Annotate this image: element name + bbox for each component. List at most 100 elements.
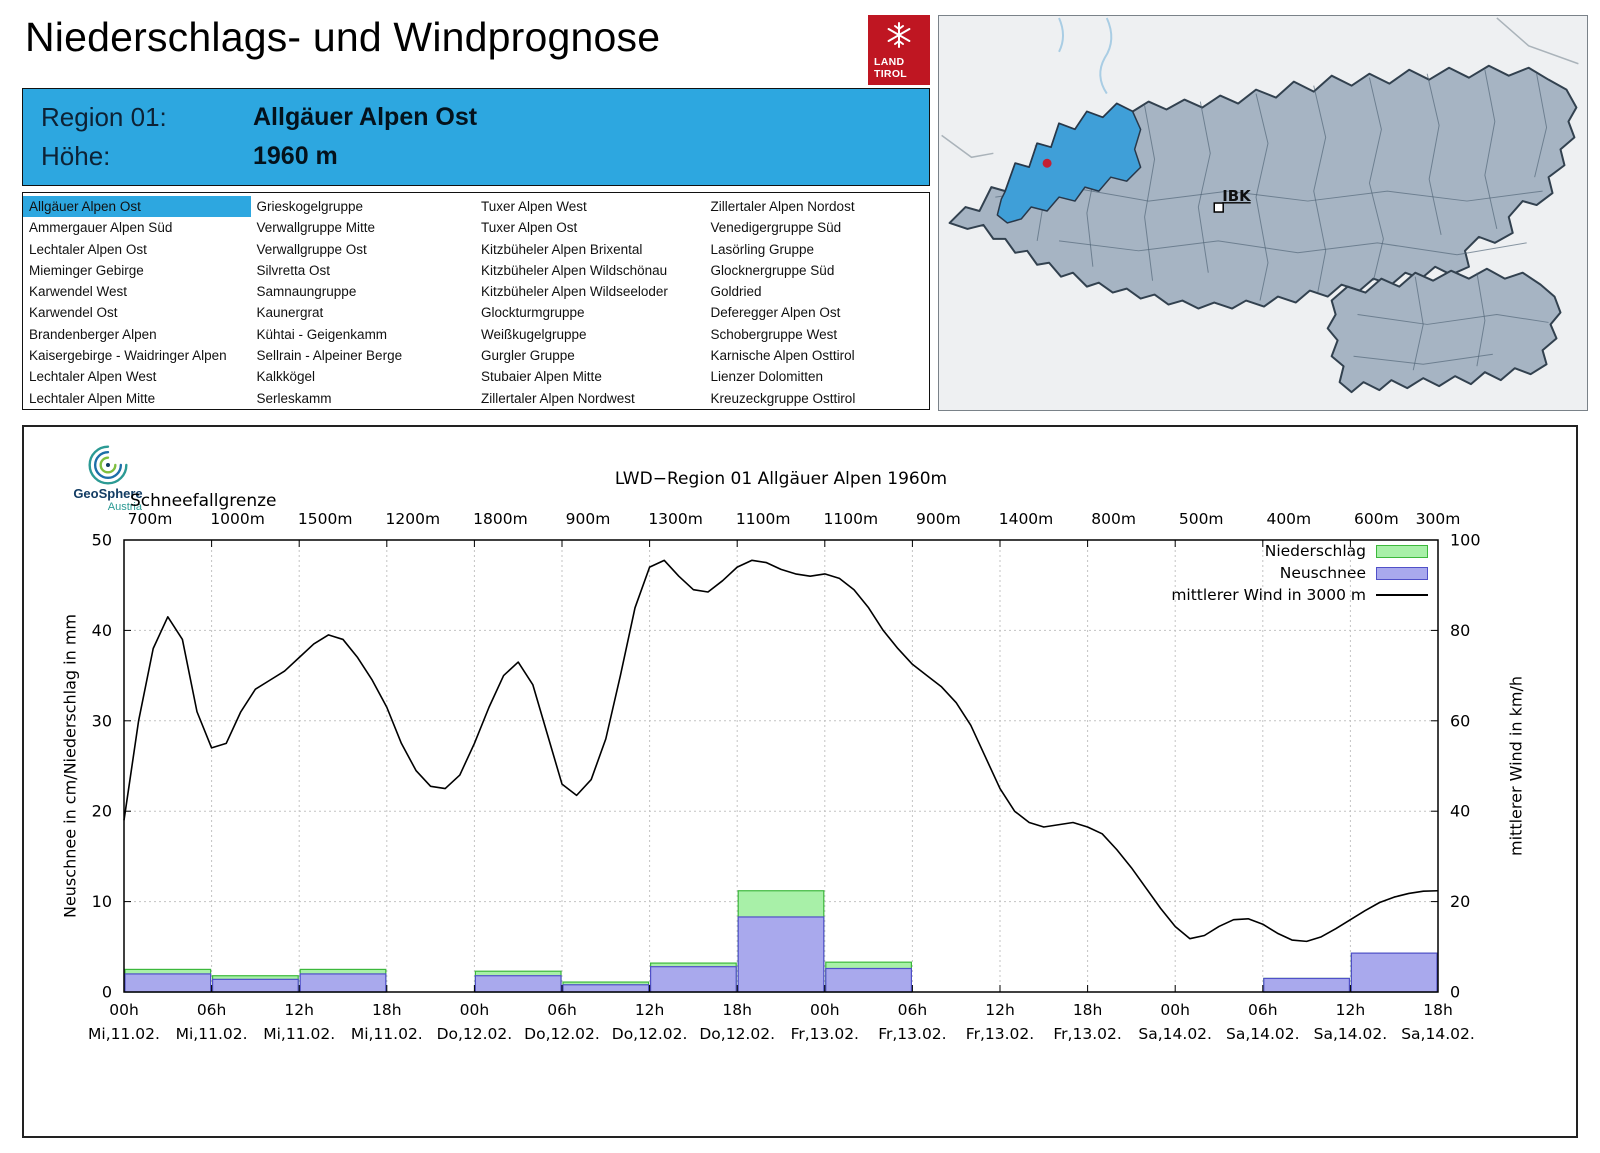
x-tick-time: 18h xyxy=(1423,1001,1453,1019)
x-tick-time: 18h xyxy=(1073,1001,1103,1019)
region-list-item[interactable]: Weißkugelgruppe xyxy=(481,326,587,342)
region-list-item[interactable]: Lechtaler Alpen West xyxy=(29,369,157,385)
region-list-item[interactable]: Mieminger Gebirge xyxy=(29,262,144,278)
region-header: Region 01: Allgäuer Alpen Ost Höhe: 1960… xyxy=(22,88,930,186)
chart-legend: Niederschlag Neuschnee mittlerer Wind in 3… xyxy=(1171,541,1428,605)
station-dot xyxy=(1042,158,1052,168)
legend-swatch xyxy=(1376,544,1428,558)
x-tick-date: Fr,13.02. xyxy=(966,1025,1034,1043)
y-tick-label-left: 0 xyxy=(102,983,112,1002)
tirol-map[interactable]: IBK xyxy=(938,15,1588,411)
snowflake-icon xyxy=(887,22,911,48)
region-list-item[interactable]: Kühtai - Geigenkamm xyxy=(256,326,388,342)
land-tirol-logo: LAND TIROL xyxy=(868,15,930,85)
region-list-item[interactable]: Karwendel Ost xyxy=(29,305,118,321)
region-list-item[interactable]: Zillertaler Alpen Nordost xyxy=(710,199,855,214)
region-list-column: Zillertaler Alpen Nordost Venedigergruppe… xyxy=(705,196,930,409)
region-list-column: Tuxer Alpen West Tuxer Alpen Ost Kitzbühel… xyxy=(475,196,705,409)
region-list-item[interactable]: Karnische Alpen Osttirol xyxy=(710,348,855,364)
region-list-item[interactable]: Ammergauer Alpen Süd xyxy=(29,220,173,236)
region-list-item[interactable]: Gurgler Gruppe xyxy=(481,348,575,364)
x-tick-time: 12h xyxy=(284,1001,314,1019)
bar-neuschnee xyxy=(649,966,737,993)
altitude-label: Höhe: xyxy=(41,141,111,171)
snowline-value: 1200m xyxy=(386,510,441,528)
region-list-item[interactable]: Lechtaler Alpen Ost xyxy=(29,241,147,257)
snowline-value: 900m xyxy=(566,510,611,528)
region-list-item[interactable]: Kaisergebirge - Waidringer Alpen xyxy=(29,348,227,364)
page-title: Niederschlags- und Windprognose xyxy=(25,14,661,60)
region-list-item[interactable]: Grieskogelgruppe xyxy=(256,199,364,214)
region-list-item[interactable]: Allgäuer Alpen Ost xyxy=(23,196,251,218)
x-tick-time: 06h xyxy=(547,1001,577,1019)
y-tick-label-right: 80 xyxy=(1450,621,1470,640)
x-tick-time: 00h xyxy=(460,1001,490,1019)
x-tick-time: 18h xyxy=(722,1001,752,1019)
y-tick-label-right: 100 xyxy=(1450,531,1481,550)
region-list-item[interactable]: Venedigergruppe Süd xyxy=(710,220,842,236)
legend-label: Neuschnee xyxy=(1279,564,1366,582)
altitude-row: Höhe: 1960 m xyxy=(23,137,929,176)
river xyxy=(1058,17,1065,53)
region-list-item[interactable]: Silvretta Ost xyxy=(256,262,331,278)
region-list-item[interactable]: Glockturmgruppe xyxy=(481,305,585,321)
legend-line-sample xyxy=(1376,594,1428,596)
region-list-item[interactable]: Samnaungruppe xyxy=(256,284,357,300)
bar-neuschnee xyxy=(299,973,387,993)
region-list-item[interactable]: Tuxer Alpen West xyxy=(481,199,587,214)
region-list-item[interactable]: Tuxer Alpen Ost xyxy=(481,220,578,236)
region-list-item[interactable]: Kalkkögel xyxy=(256,369,316,385)
snowline-value: 1100m xyxy=(736,510,791,528)
region-list-item[interactable]: Kitzbüheler Alpen Wildschönau xyxy=(481,262,668,278)
region-list-item[interactable]: Zillertaler Alpen Nordwest xyxy=(481,390,635,406)
x-tick-date: Fr,13.02. xyxy=(791,1025,859,1043)
land-tirol-label: LAND TIROL xyxy=(874,55,907,80)
legend-item: Neuschnee xyxy=(1280,563,1428,583)
region-list-item[interactable]: Sellrain - Alpeiner Berge xyxy=(256,348,403,364)
region-list-item[interactable]: Serleskamm xyxy=(256,390,332,406)
snowline-value: 900m xyxy=(916,510,961,528)
legend-item: Niederschlag xyxy=(1265,541,1428,561)
selected-region-shape[interactable] xyxy=(996,102,1142,224)
y-tick-label-left: 30 xyxy=(92,711,112,730)
x-tick-date: Mi,11.02. xyxy=(351,1025,423,1043)
region-list-item[interactable]: Schobergruppe West xyxy=(710,326,838,342)
x-tick-date: Do,12.02. xyxy=(437,1025,513,1043)
y-tick-label-left: 40 xyxy=(92,621,112,640)
y-tick-label-left: 50 xyxy=(92,531,112,550)
ibk-label: IBK xyxy=(1222,187,1251,205)
legend-item: mittlerer Wind in 3000 m xyxy=(1171,585,1428,605)
x-tick-time: 12h xyxy=(1336,1001,1366,1019)
region-list-item[interactable]: Stubaier Alpen Mitte xyxy=(481,369,602,385)
region-list-item[interactable]: Verwallgruppe Mitte xyxy=(256,220,376,236)
x-tick-date: Fr,13.02. xyxy=(1053,1025,1121,1043)
region-list-item[interactable]: Lasörling Gruppe xyxy=(710,241,815,257)
y-tick-label-left: 20 xyxy=(92,802,112,821)
y-tick-label-right: 60 xyxy=(1450,711,1470,730)
geosphere-country: Austria xyxy=(107,501,142,514)
region-list-item[interactable]: Deferegger Alpen Ost xyxy=(710,305,841,321)
x-tick-date: Sa,14.02. xyxy=(1401,1025,1475,1043)
region-value: Allgäuer Alpen Ost xyxy=(253,103,478,131)
region-list-item[interactable]: Karwendel West xyxy=(29,284,128,300)
region-list-item[interactable]: Goldried xyxy=(710,284,762,300)
region-list-item[interactable]: Kaunergrat xyxy=(256,305,324,321)
region-list-item[interactable]: Kreuzeckgruppe Osttirol xyxy=(710,390,856,406)
x-tick-time: 06h xyxy=(1248,1001,1278,1019)
snowline-value: 1800m xyxy=(473,510,528,528)
region-list-item[interactable]: Lechtaler Alpen Mitte xyxy=(29,390,156,406)
region-list-item[interactable]: Glocknergruppe Süd xyxy=(710,262,835,278)
region-row: Region 01: Allgäuer Alpen Ost xyxy=(23,98,929,137)
region-list-item[interactable]: Kitzbüheler Alpen Brixental xyxy=(481,241,643,257)
snowline-value: 700m xyxy=(128,510,173,528)
bar-neuschnee xyxy=(212,978,299,993)
snowline-value: 1300m xyxy=(648,510,703,528)
legend-swatch xyxy=(1376,566,1428,580)
region-list-item[interactable]: Brandenberger Alpen xyxy=(29,326,157,342)
bar-neuschnee xyxy=(825,967,912,993)
region-list-item[interactable]: Verwallgruppe Ost xyxy=(256,241,367,257)
region-list-column: Allgäuer Alpen Ost Ammergauer Alpen Süd Le… xyxy=(23,196,251,409)
region-list-item[interactable]: Lienzer Dolomitten xyxy=(710,369,824,385)
region-list-item[interactable]: Kitzbüheler Alpen Wildseeloder xyxy=(481,284,668,300)
